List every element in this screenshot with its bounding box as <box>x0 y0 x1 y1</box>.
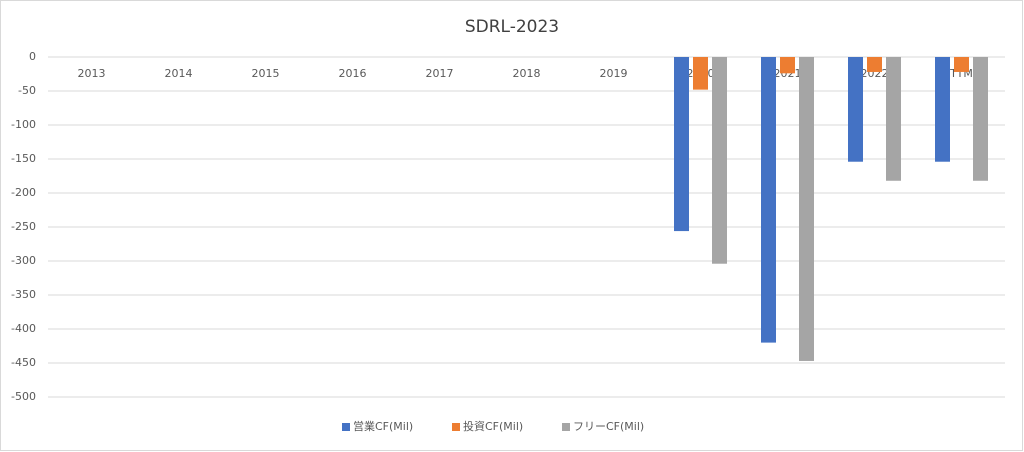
y-tick-label: -200 <box>11 186 36 199</box>
x-tick-label: 2015 <box>252 67 280 80</box>
bar <box>886 57 901 181</box>
bar <box>935 57 950 162</box>
x-tick-label: 2017 <box>426 67 454 80</box>
y-tick-label: -100 <box>11 118 36 131</box>
bar <box>867 57 882 72</box>
legend-swatch <box>342 423 350 431</box>
legend-swatch <box>562 423 570 431</box>
x-tick-label: 2013 <box>78 67 106 80</box>
x-tick-label: 2016 <box>339 67 367 80</box>
bar <box>848 57 863 162</box>
y-tick-label: -500 <box>11 390 36 403</box>
y-tick-label: -350 <box>11 288 36 301</box>
x-tick-label: 2014 <box>165 67 193 80</box>
bar <box>674 57 689 232</box>
chart-title: SDRL-2023 <box>465 17 559 37</box>
x-tick-label: 2018 <box>513 67 541 80</box>
y-tick-label: -50 <box>18 84 36 97</box>
legend-label: 営業CF(Mil) <box>353 419 413 433</box>
bar <box>799 57 814 361</box>
y-tick-label: -450 <box>11 356 36 369</box>
bar <box>693 57 708 90</box>
y-tick-label: 0 <box>29 50 36 63</box>
legend-swatch <box>452 423 460 431</box>
legend-label: 投資CF(Mil) <box>463 419 523 433</box>
bar <box>780 57 795 74</box>
bar <box>761 57 776 343</box>
y-tick-label: -400 <box>11 322 36 335</box>
bar <box>973 57 988 181</box>
y-tick-label: -300 <box>11 254 36 267</box>
bar <box>712 57 727 264</box>
x-tick-label: 2019 <box>600 67 628 80</box>
legend-label: フリーCF(Mil) <box>573 420 644 433</box>
bar <box>954 57 969 72</box>
y-tick-label: -250 <box>11 220 36 233</box>
y-tick-label: -150 <box>11 152 36 165</box>
